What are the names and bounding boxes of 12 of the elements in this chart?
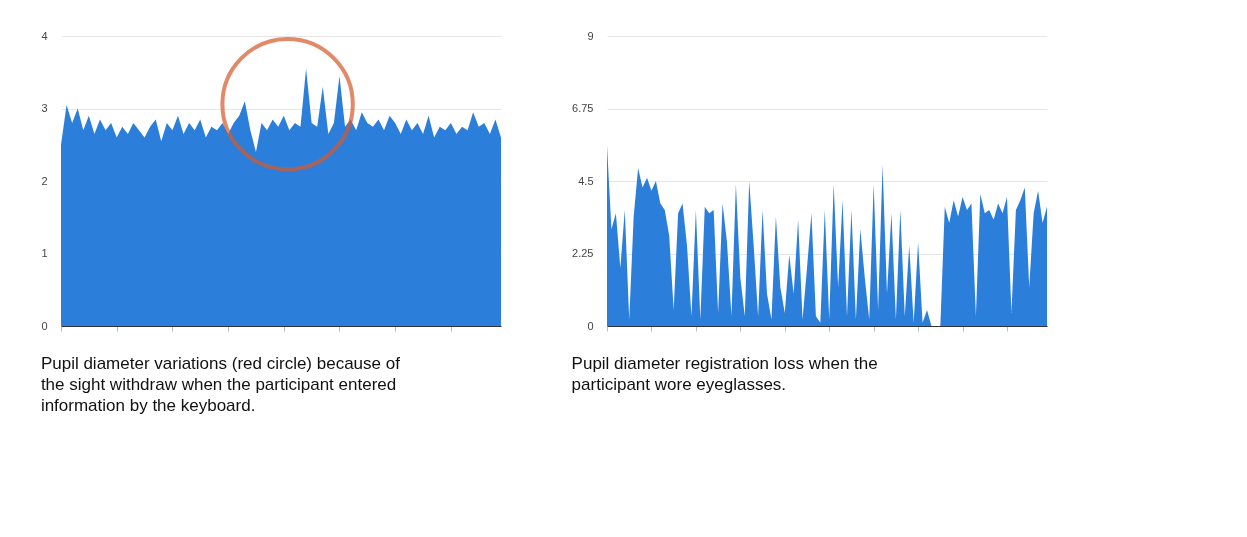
y-tick-label: 0 [587, 319, 594, 332]
y-tick-label: 4.5 [578, 174, 594, 187]
y-tick-label: 4 [41, 29, 48, 42]
y-tick-label: 6.75 [572, 102, 594, 114]
y-tick-label: 3 [41, 102, 48, 114]
y-tick-label: 0 [41, 319, 48, 332]
text: Pupil diameter registration loss when the participant wore eyeglasses. [571, 353, 878, 394]
y-tick-label: 2 [41, 174, 48, 187]
y-tick-label: 2.25 [572, 247, 594, 259]
y-tick-label: 1 [41, 247, 48, 259]
y-tick-label: 9 [587, 29, 594, 42]
text: Pupil diameter variations (red circle) because of the sight withdraw when the participant entered information by the keyboard. [40, 353, 401, 415]
